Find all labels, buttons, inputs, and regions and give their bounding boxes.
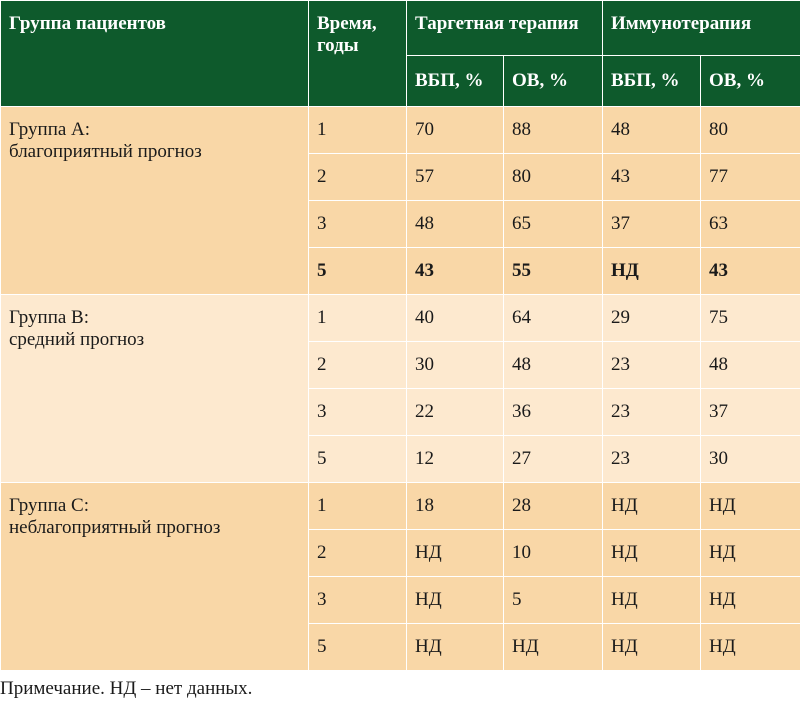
- table-cell: НД: [602, 482, 701, 530]
- table-cell: НД: [602, 529, 701, 577]
- note: Примечание. НД – нет данных.: [0, 678, 253, 699]
- table-row: 2 НД 10 НД НД: [1, 529, 800, 577]
- table-cell: 1: [308, 294, 407, 342]
- table-cell: 22: [406, 388, 504, 436]
- table-cell: 1: [308, 106, 407, 154]
- table-cell: НД: [503, 623, 603, 671]
- table-cell: НД: [602, 576, 701, 624]
- table-row: 2 30 48 23 48: [1, 341, 800, 389]
- group: Группа А: благоприятный прогноз 1 70 88 48 80 2…: [0, 106, 800, 295]
- text-line: Группа А:: [9, 119, 91, 140]
- text-line: средний прогноз: [9, 329, 145, 350]
- table-cell: 23: [602, 388, 701, 436]
- text-line: неблагоприятный прогноз: [9, 517, 221, 538]
- table-cell: НД: [602, 247, 701, 295]
- table-cell: 43: [406, 247, 504, 295]
- table-cell: 57: [406, 153, 504, 201]
- table-cell: 12: [406, 435, 504, 483]
- table-cell: 3: [308, 200, 407, 248]
- header-cell: ВБП, %: [406, 55, 504, 107]
- group-label: Группа В: средний прогноз: [0, 294, 309, 483]
- table-cell: 3: [308, 576, 407, 624]
- header-cell: Таргетная терапия: [406, 0, 603, 56]
- data-table: Группа пациентов Время, годы Таргетная тера…: [0, 0, 800, 671]
- table-cell: 75: [700, 294, 800, 342]
- text-line: Группа С:: [9, 495, 90, 516]
- table-cell: НД: [406, 623, 504, 671]
- text-line: Время,: [317, 13, 377, 34]
- table-cell: 55: [503, 247, 603, 295]
- table-cell: 29: [602, 294, 701, 342]
- table-cell: 2: [308, 341, 407, 389]
- table-cell: 5: [308, 623, 407, 671]
- table-cell: 70: [406, 106, 504, 154]
- table-cell: НД: [700, 576, 800, 624]
- table-cell: 18: [406, 482, 504, 530]
- table-cell: 40: [406, 294, 504, 342]
- table-cell: 5: [308, 247, 407, 295]
- table-cell: 23: [602, 435, 701, 483]
- table-cell: 77: [700, 153, 800, 201]
- table-cell: 80: [700, 106, 800, 154]
- header-cell: Иммунотерапия: [602, 0, 800, 56]
- table-cell: 30: [700, 435, 800, 483]
- table-cell: 64: [503, 294, 603, 342]
- table-cell: 43: [700, 247, 800, 295]
- text-line: благоприятный прогноз: [9, 141, 202, 162]
- header-cell: ОВ, %: [503, 55, 603, 107]
- table-cell: 88: [503, 106, 603, 154]
- group: Группа С: неблагоприятный прогноз 1 18 28 НД Н…: [0, 482, 800, 671]
- header-cell: ВБП, %: [602, 55, 701, 107]
- table-cell: 1: [308, 482, 407, 530]
- header-row: Группа пациентов Время, годы Таргетная тера…: [0, 0, 800, 107]
- table-row: 5 НД НД НД НД: [1, 623, 800, 671]
- table-cell: 2: [308, 529, 407, 577]
- table-cell: 5: [503, 576, 603, 624]
- table-cell: 36: [503, 388, 603, 436]
- table-cell: 3: [308, 388, 407, 436]
- table-cell: 48: [700, 341, 800, 389]
- table-cell: 48: [406, 200, 504, 248]
- table-cell: НД: [406, 529, 504, 577]
- text-line: годы: [317, 35, 359, 56]
- table-cell: НД: [700, 482, 800, 530]
- table-row: 5 43 55 НД 43: [1, 247, 800, 295]
- table-cell: 65: [503, 200, 603, 248]
- table-header: Группа пациентов Время, годы Таргетная тера…: [0, 0, 800, 107]
- table-cell: 23: [602, 341, 701, 389]
- table-cell: 28: [503, 482, 603, 530]
- table-cell: 2: [308, 153, 407, 201]
- table-cell: 5: [308, 435, 407, 483]
- table-cell: 80: [503, 153, 603, 201]
- table-cell: 48: [602, 106, 701, 154]
- table-row: 5 12 27 23 30: [1, 435, 800, 483]
- table-row: Группа А: благоприятный прогноз 1 70 88 48 80: [0, 106, 800, 295]
- group-label: Группа С: неблагоприятный прогноз: [0, 482, 309, 671]
- table-cell: НД: [700, 623, 800, 671]
- header-cell: ОВ, %: [700, 55, 800, 107]
- group: Группа В: средний прогноз 1 40 64 29 75 2 30 48 23…: [0, 294, 800, 483]
- table-cell: 30: [406, 341, 504, 389]
- table-row: 3 НД 5 НД НД: [1, 576, 800, 624]
- text-line: Группа В:: [9, 307, 90, 328]
- table-cell: 37: [700, 388, 800, 436]
- header-row: ВБП, % ОВ, % ВБП, % ОВ, %: [1, 55, 800, 107]
- table-cell: 48: [503, 341, 603, 389]
- table-cell: 27: [503, 435, 603, 483]
- group-label: Группа А: благоприятный прогноз: [0, 106, 309, 295]
- header-cell: Время, годы: [308, 0, 407, 107]
- table-row: 3 22 36 23 37: [1, 388, 800, 436]
- table-cell: 63: [700, 200, 800, 248]
- table-cell: НД: [406, 576, 504, 624]
- table-cell: 43: [602, 153, 701, 201]
- table-row: Группа В: средний прогноз 1 40 64 29 75: [0, 294, 800, 483]
- table-cell: 10: [503, 529, 603, 577]
- table-cell: 37: [602, 200, 701, 248]
- table-row: Группа С: неблагоприятный прогноз 1 18 28 НД Н…: [0, 482, 800, 671]
- table-cell: НД: [602, 623, 701, 671]
- table-cell: НД: [700, 529, 800, 577]
- header-cell: Группа пациентов: [0, 0, 309, 107]
